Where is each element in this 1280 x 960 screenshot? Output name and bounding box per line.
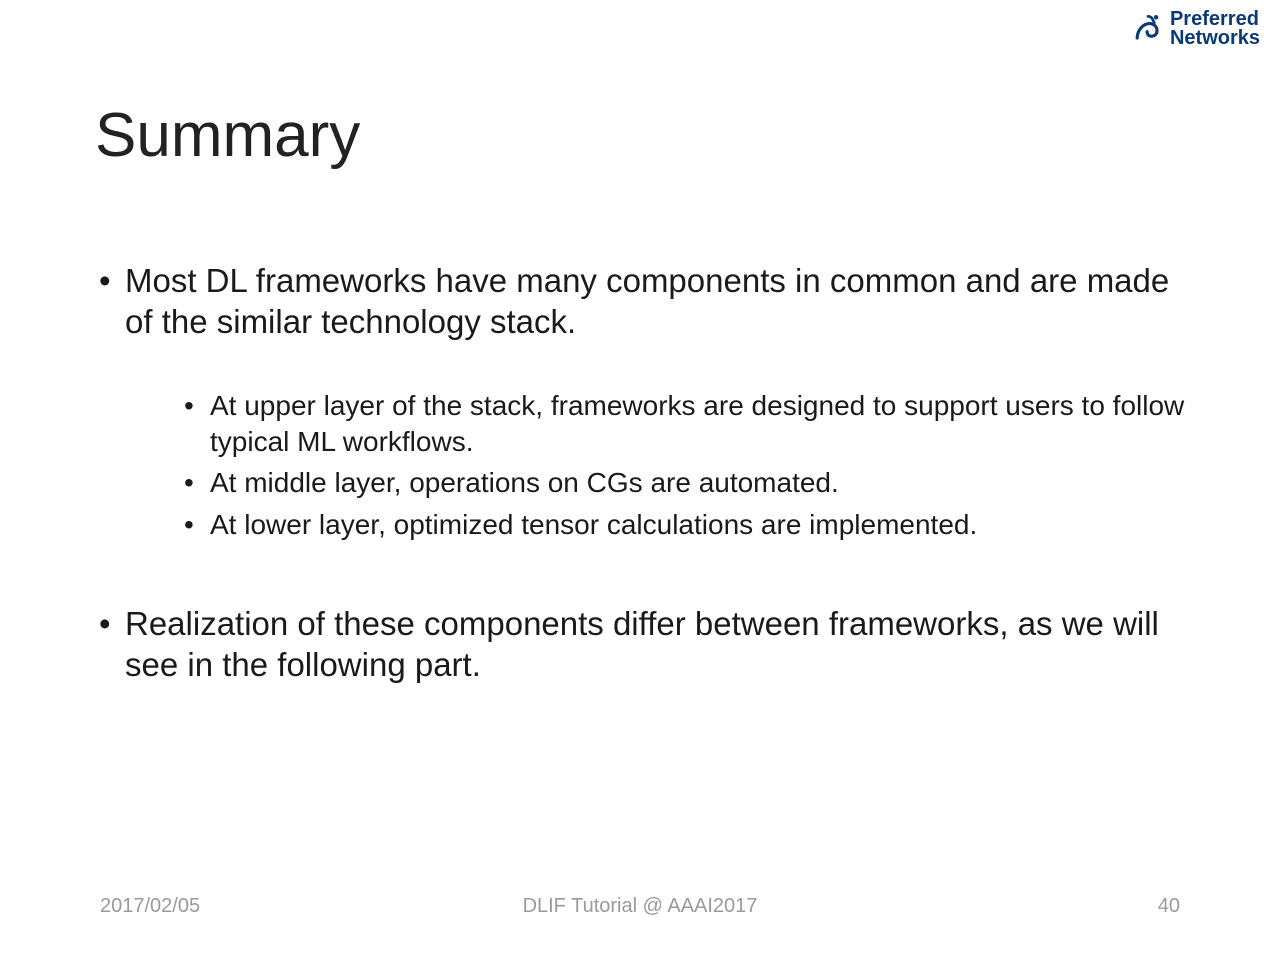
bullet-item: Realization of these components differ b… [95,603,1200,686]
sub-bullet-text: At middle layer, operations on CGs are a… [210,467,839,498]
sub-bullet-item: At upper layer of the stack, frameworks … [180,388,1200,461]
logo-text-line2: Networks [1170,29,1260,48]
footer-center: DLIF Tutorial @ AAAI2017 [523,895,758,918]
sub-bullet-list: At upper layer of the stack, frameworks … [180,388,1200,544]
sub-bullet-text: At upper layer of the stack, frameworks … [210,390,1184,457]
bullet-list: Most DL frameworks have many components … [95,260,1200,686]
logo-text: Preferred Networks [1170,10,1260,48]
sub-bullet-item: At lower layer, optimized tensor calcula… [180,507,1200,543]
bullet-text: Realization of these components differ b… [125,605,1159,683]
footer-page-number: 40 [1158,895,1180,918]
slide-title: Summary [95,100,360,171]
slide-content: Most DL frameworks have many components … [95,260,1200,746]
sub-bullet-text: At lower layer, optimized tensor calcula… [210,509,977,540]
sub-bullet-item: At middle layer, operations on CGs are a… [180,465,1200,501]
logo-mark-icon [1130,11,1166,47]
footer: 2017/02/05 DLIF Tutorial @ AAAI2017 40 [0,895,1280,918]
footer-date: 2017/02/05 [100,895,200,918]
bullet-text: Most DL frameworks have many components … [125,262,1169,340]
logo: Preferred Networks [1130,10,1260,48]
bullet-item: Most DL frameworks have many components … [95,260,1200,543]
